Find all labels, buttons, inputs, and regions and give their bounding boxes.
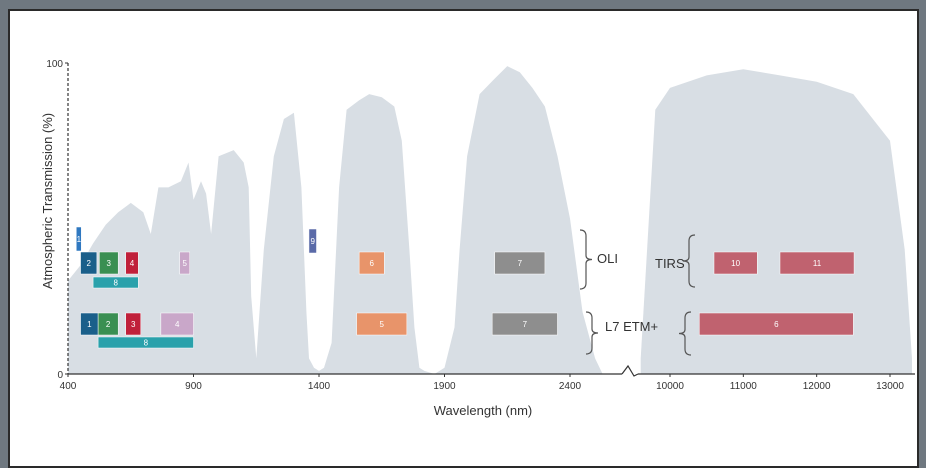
- chart-frame: 0 100 400 900 1400 1900 2400 10000 11000 12000 130…: [8, 9, 919, 468]
- oli-band-6-label: 6: [369, 259, 374, 268]
- x-tick-label: 900: [185, 381, 202, 392]
- etm-group-label: L7 ETM+: [605, 319, 658, 334]
- oli-band-2: [80, 251, 98, 275]
- tirs-band-10-label: 10: [731, 259, 740, 268]
- y-tick-label: 0: [57, 370, 63, 381]
- oli-brace-icon: [579, 229, 593, 290]
- oli-band-4-label: 4: [130, 259, 135, 268]
- etm-band-7-label: 7: [523, 320, 528, 329]
- x-tick-label: 11000: [730, 381, 758, 392]
- oli-band-5: [179, 251, 190, 275]
- transmission-area-thermal: [640, 69, 912, 374]
- oli-band-4: [125, 251, 139, 275]
- tirs-band-10: [713, 251, 758, 275]
- x-tick-label: 400: [60, 381, 77, 392]
- tirs-brace-icon: [682, 234, 696, 288]
- oli-band-8: [92, 276, 139, 289]
- oli-band-9-label: 9: [310, 237, 315, 246]
- y-tick-label: 100: [46, 59, 63, 70]
- etm-band-3-label: 3: [131, 320, 136, 329]
- oli-band-7: [494, 251, 546, 275]
- oli-band-3: [99, 251, 119, 275]
- tirs-group-label: TIRS: [655, 256, 685, 271]
- etm-band-6-label: 6: [774, 320, 779, 329]
- transmission-area: [68, 66, 912, 374]
- oli-band-1: [76, 226, 82, 252]
- tirs-band-11-label: 11: [813, 259, 822, 268]
- axes: 0 100 400 900 1400 1900 2400 10000 11000 12000 130…: [46, 59, 915, 392]
- etm-band-2: [97, 312, 119, 336]
- etm-brace-right-icon: [678, 311, 692, 356]
- etm-band-8: [97, 336, 194, 349]
- etm-band-4-label: 4: [175, 320, 180, 329]
- transmission-area-vnir-swir: [68, 66, 603, 374]
- transmission-chart: 0 100 400 900 1400 1900 2400 10000 11000 12000 130…: [40, 59, 915, 418]
- oli-band-2-label: 2: [86, 259, 91, 268]
- etm-band-6: [699, 312, 854, 336]
- etm-brace-left-icon: [585, 311, 599, 355]
- labels: Wavelength (nm) Atmospheric Transmission…: [40, 113, 685, 418]
- etm-band-4: [160, 312, 194, 336]
- oli-band-1-label: 1: [77, 235, 82, 244]
- etm-band-7: [491, 312, 558, 336]
- x-tick-label: 13000: [876, 381, 904, 392]
- etm-band-1-label: 1: [87, 320, 92, 329]
- etm-band-5-label: 5: [380, 320, 385, 329]
- oli-group-label: OLI: [597, 251, 618, 266]
- oli-band-8-label: 8: [113, 279, 118, 288]
- x-tick-label: 1900: [433, 381, 456, 392]
- etm-band-3: [125, 312, 142, 336]
- y-axis-label: Atmospheric Transmission (%): [40, 113, 55, 289]
- oli-band-6: [358, 251, 385, 275]
- x-tick-label: 2400: [559, 381, 582, 392]
- etm-band-8-label: 8: [144, 339, 149, 348]
- oli-band-5-label: 5: [182, 259, 187, 268]
- x-axis-label: Wavelength (nm): [434, 403, 533, 418]
- oli-band-9: [308, 228, 317, 254]
- oli-band-7-label: 7: [518, 259, 523, 268]
- x-tick-label: 12000: [803, 381, 831, 392]
- x-tick-label: 1400: [308, 381, 331, 392]
- x-tick-label: 10000: [656, 381, 684, 392]
- etm-band-5: [356, 312, 408, 336]
- tirs-band-11: [779, 251, 855, 275]
- etm-band-2-label: 2: [106, 320, 111, 329]
- oli-band-3-label: 3: [107, 259, 112, 268]
- axis-break-icon: [621, 364, 639, 377]
